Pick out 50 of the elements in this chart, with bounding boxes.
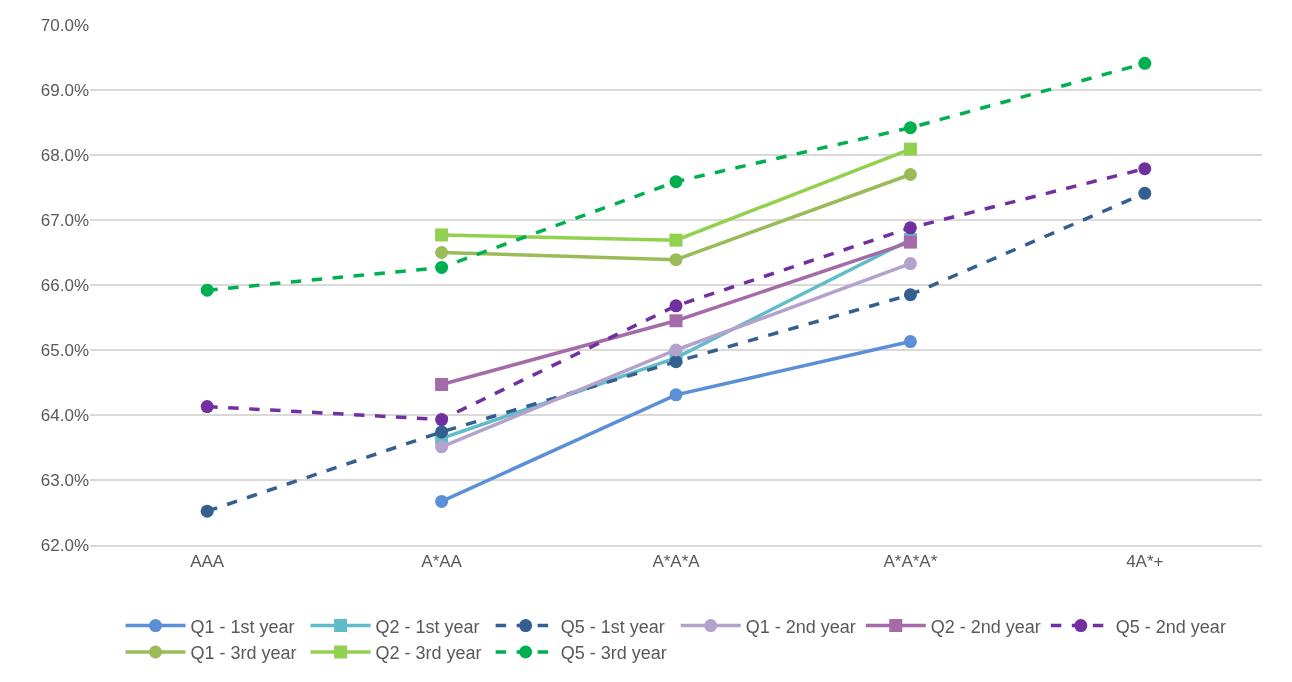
point xyxy=(903,288,917,302)
y-tick-label: 70.0% xyxy=(40,15,89,35)
point xyxy=(669,314,683,328)
y-tick-label: 62.0% xyxy=(40,535,89,555)
point xyxy=(669,233,683,247)
point xyxy=(903,335,917,349)
legend-label: Q2 - 3rd year xyxy=(375,643,482,664)
y-tick-label: 65.0% xyxy=(40,340,89,360)
legend-label: Q5 - 2nd year xyxy=(1115,616,1226,637)
point xyxy=(669,388,683,402)
point xyxy=(200,504,214,518)
legend-label: Q1 - 3rd year xyxy=(190,643,297,664)
point xyxy=(435,260,449,274)
legend-label: Q2 - 1st year xyxy=(375,616,480,637)
point xyxy=(903,142,917,156)
point xyxy=(200,283,214,297)
y-tick-label: 69.0% xyxy=(40,80,89,100)
x-tick-label: 4A*+ xyxy=(1126,552,1164,572)
y-tick-label: 67.0% xyxy=(40,210,89,230)
point xyxy=(200,400,214,414)
point xyxy=(903,221,917,235)
point xyxy=(903,168,917,181)
point xyxy=(435,246,449,259)
x-tick-label: A*A*A xyxy=(652,552,701,572)
point xyxy=(903,257,917,271)
point xyxy=(435,425,449,439)
y-tick-label: 63.0% xyxy=(40,470,89,490)
point xyxy=(435,413,449,427)
point xyxy=(435,377,449,391)
point xyxy=(669,299,683,313)
y-tick-label: 66.0% xyxy=(40,275,89,295)
point xyxy=(669,253,683,267)
point xyxy=(435,494,449,508)
x-tick-label: A*AA xyxy=(421,552,463,572)
point xyxy=(435,440,449,454)
legend-label: Q1 - 1st year xyxy=(190,616,295,637)
legend-label: Q1 - 2nd year xyxy=(745,616,856,637)
x-tick-label: AAA xyxy=(190,552,225,572)
y-tick-label: 64.0% xyxy=(40,405,89,425)
y-tick-label: 68.0% xyxy=(40,145,89,165)
point xyxy=(669,175,683,189)
point xyxy=(1138,162,1152,176)
point xyxy=(1138,186,1152,200)
legend-label: Q5 - 1st year xyxy=(560,616,665,637)
x-tick-label: A*A*A* xyxy=(883,552,938,572)
point xyxy=(435,228,449,242)
point xyxy=(1138,56,1152,70)
legend-label: Q2 - 2nd year xyxy=(930,616,1041,637)
point xyxy=(903,121,917,135)
legend-label: Q5 - 3rd year xyxy=(560,643,667,664)
